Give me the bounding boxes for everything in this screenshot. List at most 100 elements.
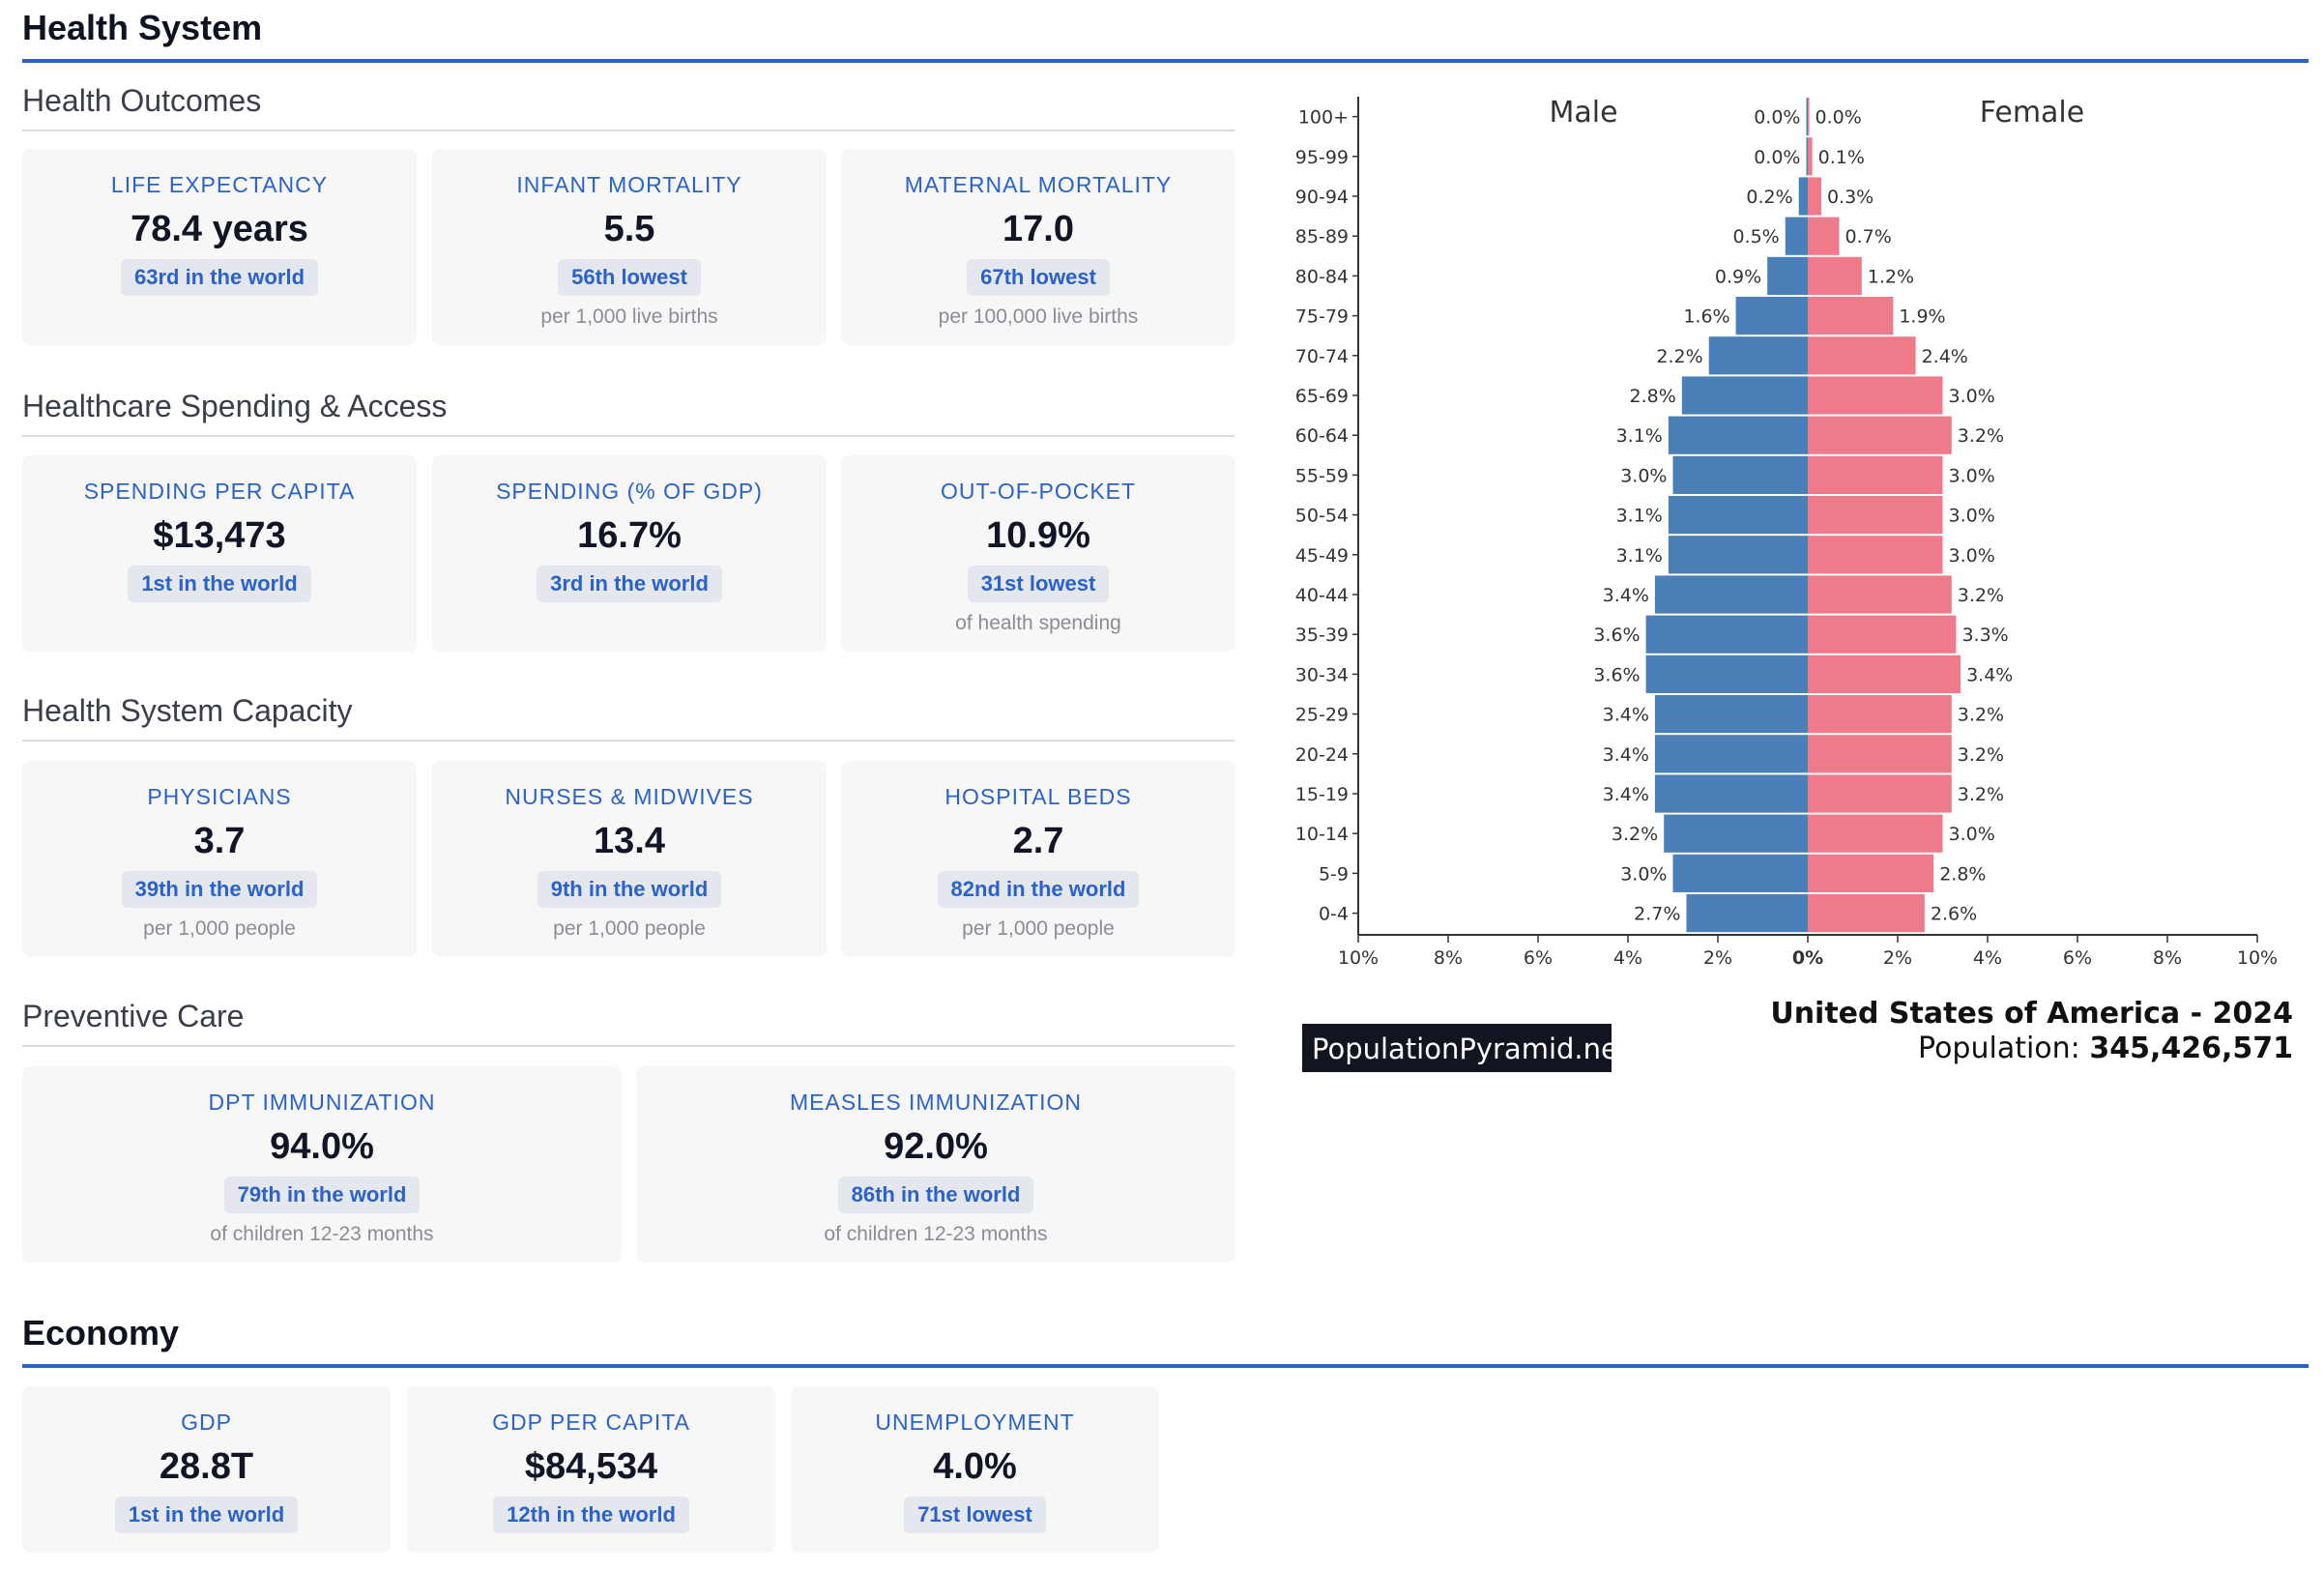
male-value-label: 3.0% bbox=[1620, 465, 1667, 486]
stat-value: $84,534 bbox=[524, 1446, 658, 1487]
stat-card-gdp-per-capita: GDP PER CAPITA $84,534 12th in the world bbox=[407, 1386, 775, 1553]
age-group-label: 85-89 bbox=[1295, 226, 1349, 247]
bar-female bbox=[1808, 98, 1810, 136]
female-value-label: 0.1% bbox=[1818, 147, 1865, 168]
stat-label: MATERNAL MORTALITY bbox=[904, 172, 1173, 197]
stat-card-nurses-midwives: NURSES & MIDWIVES 13.4 9th in the world … bbox=[432, 761, 827, 957]
stat-value: 28.8T bbox=[159, 1446, 254, 1487]
male-value-label: 0.2% bbox=[1746, 187, 1792, 208]
bar-female bbox=[1808, 814, 1943, 853]
male-value-label: 3.0% bbox=[1620, 863, 1667, 885]
age-group-label: 95-99 bbox=[1295, 147, 1349, 168]
male-value-label: 3.1% bbox=[1616, 425, 1663, 447]
bar-female bbox=[1808, 496, 1943, 535]
stat-value: 78.4 years bbox=[131, 209, 308, 249]
age-group-label: 35-39 bbox=[1295, 625, 1349, 646]
section-divider bbox=[22, 1364, 2309, 1368]
female-value-label: 2.4% bbox=[1922, 346, 1968, 367]
chart-title: United States of America - 2024 bbox=[1770, 997, 2293, 1031]
male-value-label: 2.8% bbox=[1630, 386, 1676, 407]
stat-note: of children 12-23 months bbox=[210, 1223, 434, 1245]
stat-card-physicians: PHYSICIANS 3.7 39th in the world per 1,0… bbox=[22, 761, 417, 957]
bar-male bbox=[1654, 695, 1808, 734]
stat-value: $13,473 bbox=[153, 515, 286, 556]
subsection-divider bbox=[22, 1045, 1235, 1047]
rank-badge: 79th in the world bbox=[223, 1177, 421, 1213]
stat-label: GDP PER CAPITA bbox=[492, 1410, 690, 1435]
population-pyramid-chart: Male Female PopulationPyramid.net United… bbox=[1295, 96, 2293, 1072]
stat-note: of children 12-23 months bbox=[824, 1223, 1048, 1245]
subsection-title-spending-access: Healthcare Spending & Access bbox=[22, 389, 448, 423]
age-group-label: 40-44 bbox=[1295, 585, 1349, 606]
stat-value: 4.0% bbox=[933, 1446, 1017, 1487]
rank-badge-wrap: 9th in the world bbox=[432, 871, 827, 908]
female-value-label: 2.8% bbox=[1939, 863, 1986, 885]
age-group-label: 15-19 bbox=[1295, 784, 1349, 805]
bar-male bbox=[1735, 297, 1808, 335]
rank-badge: 56th lowest bbox=[558, 259, 701, 296]
age-group-label: 50-54 bbox=[1295, 506, 1349, 527]
bar-male bbox=[1668, 536, 1808, 574]
bar-female bbox=[1808, 455, 1943, 494]
female-value-label: 0.0% bbox=[1816, 107, 1862, 129]
stat-card-out-of-pocket: OUT-OF-POCKET 10.9% 31st lowest of healt… bbox=[841, 455, 1235, 652]
female-value-label: 3.3% bbox=[1961, 625, 2008, 646]
x-tick-label: 4% bbox=[1613, 947, 1642, 969]
section-title-health-system: Health System bbox=[22, 8, 263, 47]
bar-female bbox=[1808, 654, 1961, 693]
male-value-label: 0.9% bbox=[1715, 266, 1761, 287]
x-tick-label: 4% bbox=[1973, 947, 2002, 969]
stat-label: HOSPITAL BEDS bbox=[944, 784, 1132, 809]
rank-badge: 9th in the world bbox=[537, 871, 722, 908]
female-value-label: 3.4% bbox=[1966, 664, 2013, 685]
bar-female bbox=[1808, 177, 1821, 216]
stat-note: per 1,000 people bbox=[143, 917, 296, 940]
rank-badge-wrap: 67th lowest bbox=[841, 259, 1235, 296]
rank-badge-wrap: 12th in the world bbox=[407, 1497, 775, 1533]
stat-value: 5.5 bbox=[603, 209, 655, 249]
bar-male bbox=[1672, 455, 1808, 494]
stat-label: GDP bbox=[181, 1410, 232, 1435]
age-group-label: 60-64 bbox=[1295, 425, 1349, 447]
male-value-label: 3.4% bbox=[1603, 784, 1649, 805]
subsection-divider bbox=[22, 435, 1235, 437]
x-tick-label: 10% bbox=[1338, 947, 1379, 969]
bar-male bbox=[1645, 654, 1808, 693]
x-tick-label: 8% bbox=[2153, 947, 2182, 969]
age-group-label: 0-4 bbox=[1319, 904, 1349, 925]
male-value-label: 3.6% bbox=[1593, 664, 1640, 685]
population-line: Population: 345,426,571 bbox=[1918, 1032, 2293, 1065]
bar-male bbox=[1767, 256, 1808, 295]
male-value-label: 3.1% bbox=[1616, 506, 1663, 527]
subsection-divider bbox=[22, 130, 1235, 131]
male-value-label: 3.4% bbox=[1603, 744, 1649, 766]
stat-card-maternal-mortality: MATERNAL MORTALITY 17.0 67th lowest per … bbox=[841, 149, 1235, 345]
age-group-label: 75-79 bbox=[1295, 306, 1349, 328]
stat-label: OUT-OF-POCKET bbox=[940, 479, 1137, 504]
rank-badge-wrap: 82nd in the world bbox=[841, 871, 1235, 908]
x-tick-label: 0% bbox=[1792, 947, 1823, 969]
rank-badge: 1st in the world bbox=[128, 566, 311, 602]
bar-female bbox=[1808, 854, 1934, 892]
age-group-label: 80-84 bbox=[1295, 266, 1349, 287]
stat-label: SPENDING (% OF GDP) bbox=[496, 479, 763, 504]
female-value-label: 3.0% bbox=[1949, 545, 1995, 567]
rank-badge: 3rd in the world bbox=[537, 566, 722, 602]
stat-card-spending-gdp: SPENDING (% OF GDP) 16.7% 3rd in the wor… bbox=[432, 455, 827, 652]
x-tick-label: 6% bbox=[2063, 947, 2092, 969]
female-value-label: 3.2% bbox=[1958, 744, 2004, 766]
bar-male bbox=[1654, 774, 1808, 813]
rank-badge-wrap: 39th in the world bbox=[22, 871, 417, 908]
stat-label: PHYSICIANS bbox=[147, 784, 292, 809]
bar-male bbox=[1645, 615, 1808, 654]
female-value-label: 1.2% bbox=[1868, 266, 1914, 287]
rank-badge: 71st lowest bbox=[904, 1497, 1046, 1533]
rank-badge: 12th in the world bbox=[493, 1497, 689, 1533]
rank-badge: 39th in the world bbox=[121, 871, 318, 908]
rank-badge: 31st lowest bbox=[967, 566, 1110, 602]
bar-female bbox=[1808, 894, 1925, 933]
x-tick-label: 2% bbox=[1703, 947, 1732, 969]
bar-male bbox=[1654, 735, 1808, 773]
age-group-label: 5-9 bbox=[1319, 863, 1349, 885]
rank-badge-wrap: 79th in the world bbox=[22, 1177, 622, 1213]
